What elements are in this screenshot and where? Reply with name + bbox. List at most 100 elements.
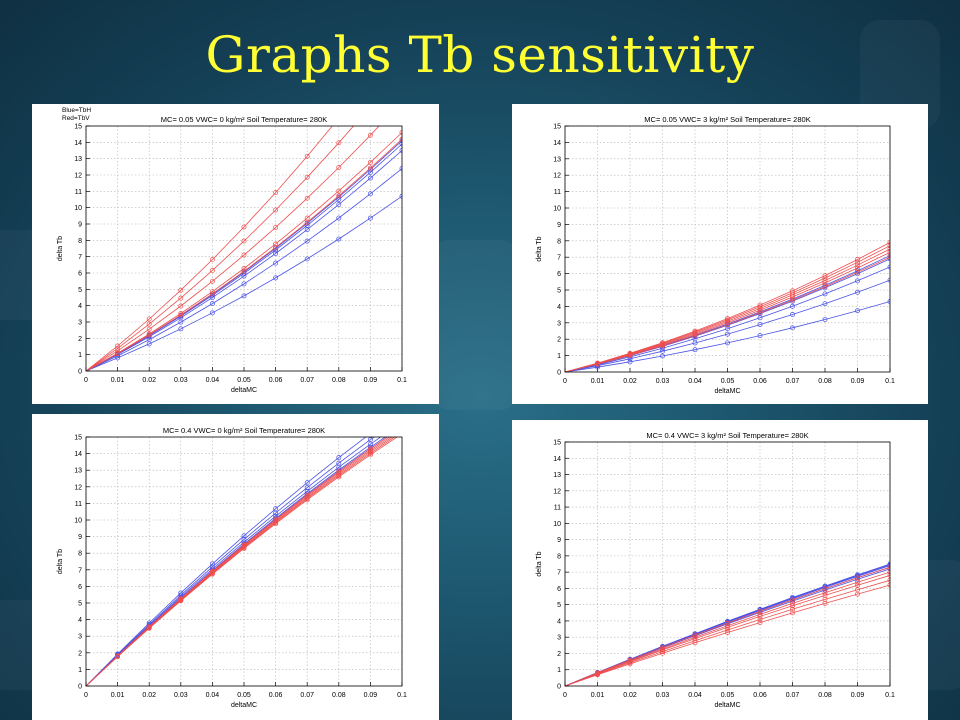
- y-tick-label: 4: [557, 304, 561, 311]
- data-point: [304, 485, 310, 491]
- data-point: [400, 420, 404, 424]
- x-tick-label: 0: [563, 378, 567, 385]
- data-point: [336, 202, 342, 207]
- x-tick-label: 0.02: [623, 378, 637, 385]
- data-point: [790, 312, 795, 317]
- data-point: [336, 165, 342, 170]
- x-tick-label: 0.04: [206, 377, 220, 384]
- data-point: [273, 251, 279, 256]
- data-point: [725, 317, 730, 323]
- y-tick-label: 15: [553, 124, 561, 131]
- y-tick-label: 2: [78, 650, 82, 657]
- y-tick-label: 12: [553, 173, 561, 180]
- grid: [85, 125, 403, 372]
- axes-frame: [564, 441, 891, 687]
- data-point: [855, 573, 860, 579]
- data-point: [273, 207, 279, 213]
- data-point: [304, 238, 310, 244]
- axes-frame: [85, 125, 403, 372]
- data-point: [241, 238, 247, 244]
- data-point: [146, 326, 152, 332]
- data-point: [273, 510, 279, 516]
- data-point: [273, 260, 279, 266]
- y-tick-label: 8: [557, 553, 561, 560]
- x-tick-label: 0.06: [753, 692, 767, 699]
- data-point: [660, 649, 665, 655]
- data-point: [660, 647, 665, 653]
- data-point: [400, 415, 404, 419]
- axes-frame: [564, 125, 891, 373]
- y-tick-label: 7: [557, 570, 561, 577]
- data-point: [178, 326, 184, 332]
- x-tick-label: 0.05: [721, 692, 735, 699]
- x-tick-label: 0.06: [269, 377, 283, 384]
- grid: [85, 436, 403, 687]
- x-tick-label: 0.09: [364, 692, 378, 699]
- y-tick-label: 14: [74, 451, 82, 458]
- y-tick-label: 14: [553, 456, 561, 463]
- series-line-red: [565, 575, 890, 686]
- y-tick-label: 7: [78, 567, 82, 574]
- chart-bottom-left: 0 0.01 0.02 0.03 0.04 0.05 0.06 0.07 0.08 0.09 0.1…: [57, 415, 407, 709]
- x-tick-label: 0.04: [688, 692, 702, 699]
- x-tick-label: 0.07: [300, 692, 314, 699]
- series-line-blue: [86, 150, 402, 371]
- data-point: [400, 425, 404, 429]
- data-point: [855, 576, 860, 582]
- y-tick-label: 12: [553, 488, 561, 495]
- data-point: [304, 256, 310, 262]
- y-tick-label: 5: [78, 601, 82, 608]
- series-line-blue: [86, 437, 367, 686]
- data-point: [822, 587, 828, 593]
- y-tick-label: 6: [78, 271, 82, 278]
- chart-title: MC= 0.4 VWC= 3 kg/m² Soil Temperature= 2…: [646, 431, 808, 440]
- x-tick-label: 0.06: [269, 692, 283, 699]
- series-line-red: [565, 248, 890, 372]
- data-point: [115, 343, 121, 349]
- data-point: [273, 241, 279, 247]
- data-point: [757, 333, 763, 339]
- y-tick-label: 6: [557, 271, 561, 278]
- legend-text: Red=TbV: [62, 115, 90, 122]
- chart-title: MC= 0.4 VWC= 0 kg/m² Soil Temperature= 2…: [163, 426, 325, 435]
- data-point: [304, 174, 310, 180]
- x-tick-label: 0.03: [174, 377, 188, 384]
- y-tick-label: 2: [557, 337, 561, 344]
- y-tick-label: 6: [78, 584, 82, 591]
- data-point: [241, 224, 247, 230]
- chart-panel-bottom-right: 0 0.01 0.02 0.03 0.04 0.05 0.06 0.07 0.08 0.09 0.1…: [512, 420, 928, 720]
- y-axis-label: delta Tb: [536, 551, 543, 576]
- x-tick-label: 0.02: [142, 692, 156, 699]
- y-tick-label: 3: [557, 320, 561, 327]
- data-point: [790, 297, 795, 303]
- y-tick-label: 14: [553, 140, 561, 147]
- series-group: [86, 415, 404, 686]
- y-tick-label: 11: [75, 189, 82, 196]
- x-tick-label: 0.02: [623, 692, 637, 699]
- data-point: [822, 273, 828, 279]
- x-tick-label: 0.1: [885, 692, 895, 699]
- data-point: [146, 625, 152, 631]
- x-tick-label: 0: [563, 692, 567, 699]
- y-tick-label: 9: [557, 537, 561, 544]
- data-point: [725, 316, 730, 322]
- data-point: [367, 165, 373, 171]
- y-tick-label: 5: [557, 602, 561, 609]
- data-point: [692, 347, 698, 353]
- chart-bottom-right: 0 0.01 0.02 0.03 0.04 0.05 0.06 0.07 0.08 0.09 0.1…: [536, 431, 895, 709]
- y-tick-label: 4: [78, 617, 82, 624]
- data-point: [367, 132, 373, 138]
- y-tick-label: 4: [557, 618, 561, 625]
- data-point: [725, 624, 730, 630]
- data-point: [725, 331, 730, 337]
- y-tick-label: 0: [78, 369, 82, 376]
- series-line-blue: [86, 168, 402, 371]
- data-point: [855, 289, 860, 295]
- data-point: [725, 318, 730, 324]
- x-tick-label: 0.07: [786, 692, 800, 699]
- y-tick-label: 3: [78, 320, 82, 327]
- x-tick-label: 0.09: [364, 377, 378, 384]
- data-point: [146, 321, 152, 327]
- series-line-red: [86, 132, 402, 371]
- x-tick-label: 0.01: [591, 378, 605, 385]
